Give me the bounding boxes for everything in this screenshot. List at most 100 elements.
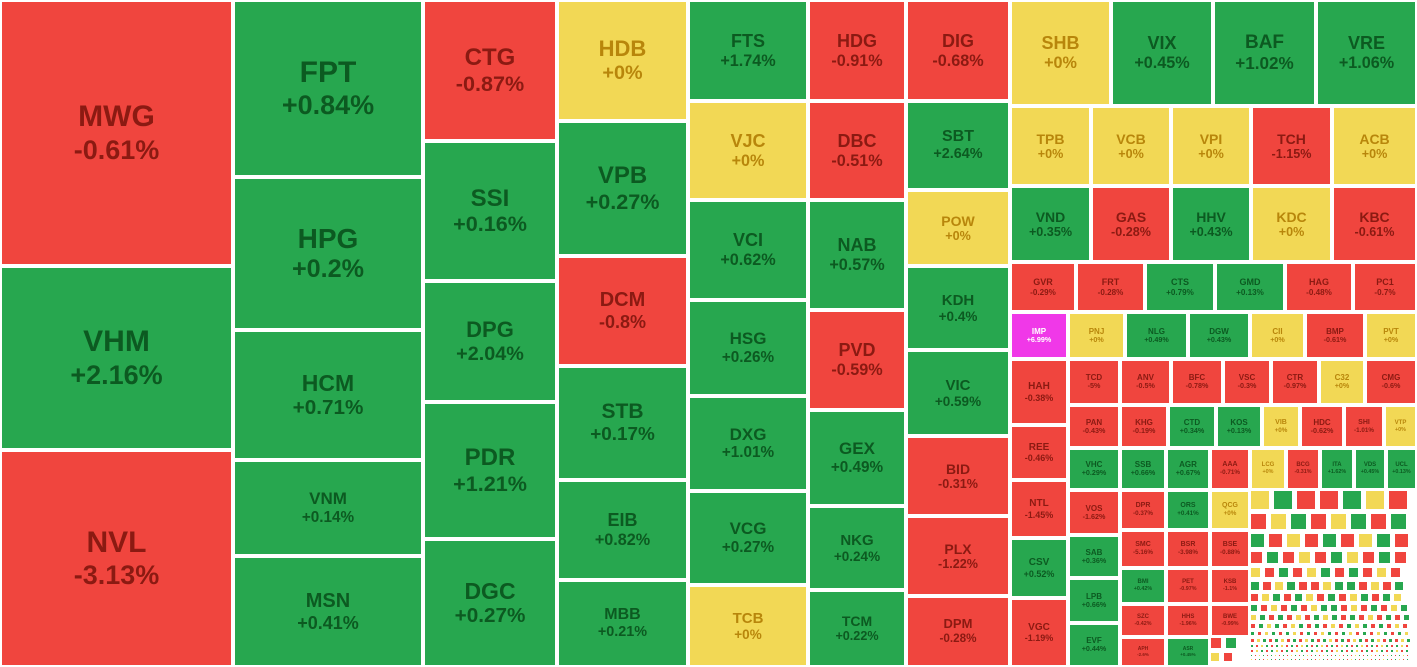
- micro-tile[interactable]: [1342, 658, 1345, 661]
- micro-tile[interactable]: [1349, 662, 1351, 664]
- micro-tile[interactable]: [1286, 658, 1289, 661]
- tile-pvd[interactable]: PVD -0.59%: [808, 310, 906, 410]
- micro-tile[interactable]: [1398, 654, 1401, 657]
- tile-tcm[interactable]: TCM +0.22%: [808, 590, 906, 667]
- micro-tile[interactable]: [1390, 654, 1393, 657]
- micro-tile[interactable]: [1265, 644, 1269, 648]
- micro-tile[interactable]: [1325, 662, 1327, 664]
- micro-tile[interactable]: [1390, 604, 1398, 612]
- micro-tile[interactable]: [1350, 654, 1353, 657]
- micro-tile[interactable]: [1406, 654, 1409, 657]
- micro-tile[interactable]: [1268, 533, 1283, 548]
- micro-tile[interactable]: [1261, 593, 1270, 602]
- micro-tile[interactable]: [1298, 623, 1304, 629]
- micro-tile[interactable]: [1258, 654, 1261, 657]
- micro-tile[interactable]: [1285, 631, 1290, 636]
- micro-tile[interactable]: [1250, 614, 1257, 621]
- micro-tile[interactable]: [1250, 604, 1258, 612]
- micro-tile[interactable]: [1346, 638, 1351, 643]
- micro-tile[interactable]: [1393, 593, 1402, 602]
- micro-tile[interactable]: [1250, 638, 1255, 643]
- micro-tile[interactable]: [1370, 654, 1373, 657]
- micro-tile[interactable]: [1250, 581, 1260, 591]
- micro-tile[interactable]: [1346, 662, 1348, 664]
- tile-vjc[interactable]: VJC +0%: [688, 101, 808, 200]
- micro-tile[interactable]: [1250, 551, 1263, 564]
- micro-tile[interactable]: [1358, 658, 1361, 661]
- micro-tile[interactable]: [1349, 614, 1356, 621]
- tile-dpg[interactable]: DPG +2.04%: [423, 281, 557, 402]
- micro-tile[interactable]: [1306, 654, 1309, 657]
- micro-tile[interactable]: [1350, 644, 1354, 648]
- micro-tile[interactable]: [1322, 614, 1329, 621]
- micro-tile[interactable]: [1280, 649, 1284, 653]
- micro-tile[interactable]: [1274, 662, 1276, 664]
- micro-tile[interactable]: [1322, 658, 1325, 661]
- micro-tile[interactable]: [1406, 662, 1408, 664]
- micro-tile[interactable]: [1304, 614, 1311, 621]
- micro-tile[interactable]: [1250, 513, 1267, 530]
- micro-tile[interactable]: [1330, 604, 1338, 612]
- micro-tile[interactable]: [1354, 658, 1357, 661]
- tile-vos[interactable]: VOS -1.62%: [1068, 490, 1120, 535]
- micro-tile[interactable]: [1385, 662, 1387, 664]
- micro-tile[interactable]: [1364, 638, 1369, 643]
- tile-vnd[interactable]: VND +0.35%: [1010, 186, 1091, 262]
- micro-tile[interactable]: [1250, 631, 1255, 636]
- micro-tile[interactable]: [1264, 631, 1269, 636]
- micro-tile[interactable]: [1266, 623, 1272, 629]
- tile-vpb[interactable]: VPB +0.27%: [557, 121, 688, 256]
- micro-tile[interactable]: [1375, 644, 1379, 648]
- micro-tile[interactable]: [1256, 638, 1261, 643]
- micro-tile[interactable]: [1322, 654, 1325, 657]
- micro-tile[interactable]: [1282, 658, 1285, 661]
- micro-tile[interactable]: [1286, 614, 1293, 621]
- tile-pow[interactable]: POW +0%: [906, 190, 1010, 266]
- micro-tile[interactable]: [1390, 513, 1407, 530]
- tile-anv[interactable]: ANV -0.5%: [1120, 359, 1171, 405]
- micro-tile[interactable]: [1280, 638, 1285, 643]
- micro-tile[interactable]: [1250, 654, 1253, 657]
- tile-frt[interactable]: FRT -0.28%: [1076, 262, 1145, 312]
- micro-tile[interactable]: [1355, 631, 1360, 636]
- tile-vnm[interactable]: VNM +0.14%: [233, 460, 423, 556]
- micro-tile[interactable]: [1292, 638, 1297, 643]
- micro-tile[interactable]: [1382, 654, 1385, 657]
- micro-tile[interactable]: [1292, 567, 1303, 578]
- tile-plx[interactable]: PLX -1.22%: [906, 516, 1010, 596]
- tile-hah[interactable]: HAH -0.38%: [1010, 359, 1068, 425]
- micro-tile[interactable]: [1282, 654, 1285, 657]
- micro-tile[interactable]: [1378, 623, 1384, 629]
- micro-tile[interactable]: [1316, 593, 1325, 602]
- micro-tile[interactable]: [1250, 623, 1256, 629]
- tile-dgw[interactable]: DGW +0.43%: [1188, 312, 1250, 359]
- micro-tile[interactable]: [1370, 658, 1373, 661]
- tile-dbc[interactable]: DBC -0.51%: [808, 101, 906, 200]
- tile-bsr[interactable]: BSR -3.98%: [1166, 530, 1210, 568]
- micro-tile[interactable]: [1266, 654, 1269, 657]
- micro-tile[interactable]: [1394, 623, 1400, 629]
- tile-sbt[interactable]: SBT +2.64%: [906, 101, 1010, 190]
- micro-tile[interactable]: [1355, 662, 1357, 664]
- tile-aph[interactable]: APH -2.6%: [1120, 637, 1166, 667]
- micro-tile[interactable]: [1362, 654, 1365, 657]
- micro-tile[interactable]: [1280, 604, 1288, 612]
- tile-hcm[interactable]: HCM +0.71%: [233, 330, 423, 460]
- micro-tile[interactable]: [1322, 533, 1337, 548]
- tile-ita[interactable]: ITA +1.62%: [1320, 448, 1354, 490]
- micro-tile[interactable]: [1278, 654, 1281, 657]
- tile-kdh[interactable]: KDH +0.4%: [906, 266, 1010, 350]
- micro-tile[interactable]: [1282, 623, 1288, 629]
- micro-tile[interactable]: [1380, 649, 1384, 653]
- micro-tile[interactable]: [1388, 638, 1393, 643]
- tile-nlg[interactable]: NLG +0.49%: [1125, 312, 1188, 359]
- tile-hpg[interactable]: HPG +0.2%: [233, 177, 423, 330]
- tile-vgc[interactable]: VGC -1.19%: [1010, 598, 1068, 667]
- tile-vsc[interactable]: VSC -0.3%: [1223, 359, 1271, 405]
- micro-tile[interactable]: [1362, 623, 1368, 629]
- tile-bse[interactable]: BSE -0.88%: [1210, 530, 1250, 568]
- tile-sab[interactable]: SAB +0.36%: [1068, 535, 1120, 578]
- micro-tile[interactable]: [1340, 649, 1344, 653]
- micro-tile[interactable]: [1302, 658, 1305, 661]
- micro-tile[interactable]: [1322, 581, 1332, 591]
